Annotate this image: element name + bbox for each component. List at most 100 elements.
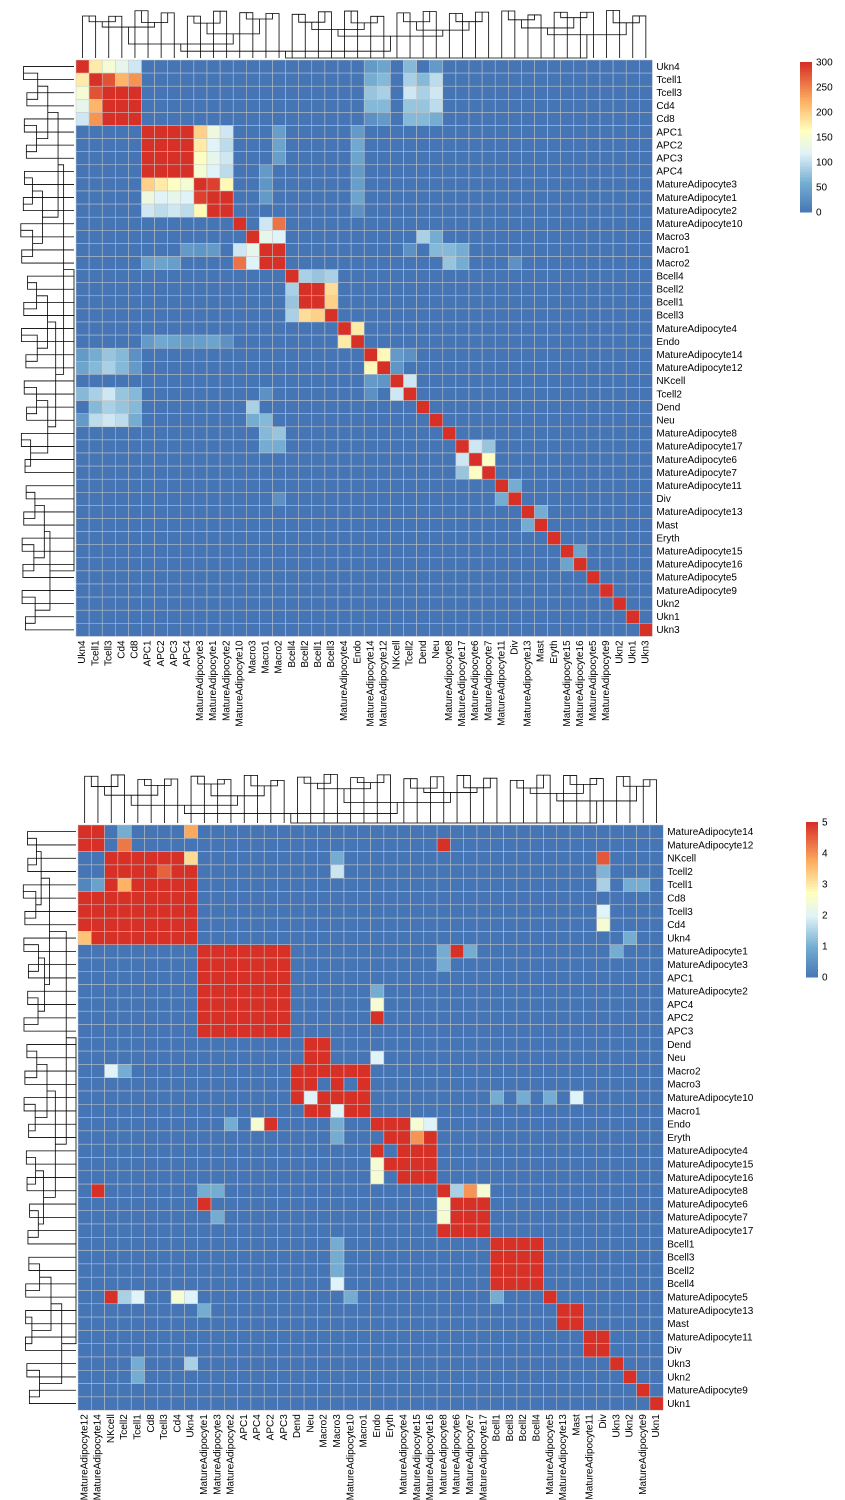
dendrogram-branch xyxy=(337,29,444,37)
row-dendrogram xyxy=(20,66,75,631)
heatmap-cell xyxy=(250,1183,265,1198)
heatmap-cell xyxy=(569,1077,584,1092)
heatmap-cell xyxy=(324,138,339,152)
heatmap-cell xyxy=(237,824,252,839)
heatmap-cell xyxy=(75,230,90,244)
heatmap-cell xyxy=(130,1143,145,1158)
heatmap-cell xyxy=(560,59,575,74)
heatmap-cell xyxy=(144,824,159,839)
heatmap-cell xyxy=(547,413,561,428)
heatmap-cell xyxy=(285,361,299,375)
heatmap-cell xyxy=(75,374,90,388)
heatmap-cell xyxy=(573,478,588,493)
heatmap-cell xyxy=(636,1237,651,1251)
heatmap-cell xyxy=(184,1343,198,1358)
heatmap-cell xyxy=(154,138,168,152)
dendrogram-branch xyxy=(26,1363,76,1378)
heatmap-cell xyxy=(476,1010,491,1025)
heatmap-cell xyxy=(104,931,119,945)
heatmap-cell xyxy=(197,1024,212,1039)
heatmap-cell xyxy=(144,931,159,945)
heatmap-cell xyxy=(396,851,411,866)
heatmap-cell xyxy=(88,164,103,179)
heatmap-cell xyxy=(494,216,509,231)
heatmap-cell xyxy=(529,1250,544,1265)
heatmap-cell xyxy=(88,452,103,467)
heatmap-cell xyxy=(184,824,198,839)
dendrogram-branch xyxy=(130,795,238,806)
heatmap-cell xyxy=(350,177,365,192)
heatmap-cell xyxy=(330,1303,345,1318)
heatmap-cell xyxy=(383,1263,398,1278)
column-label: MatureAdipocyte17 xyxy=(478,1414,489,1500)
heatmap-cell xyxy=(450,1024,464,1039)
heatmap-cell xyxy=(75,112,90,126)
heatmap-cell xyxy=(455,190,470,205)
heatmap-cell xyxy=(423,904,438,919)
heatmap-cell xyxy=(547,544,561,559)
heatmap-cell xyxy=(104,984,119,999)
heatmap-cell xyxy=(403,190,417,205)
heatmap-cell xyxy=(416,492,430,506)
heatmap-cell xyxy=(237,904,252,919)
heatmap-cell xyxy=(197,1303,212,1318)
heatmap-cell xyxy=(115,269,129,283)
heatmap-cell xyxy=(468,295,483,310)
row-label: APC4 xyxy=(656,167,683,178)
heatmap-cell xyxy=(423,877,438,892)
heatmap-cell xyxy=(455,334,470,349)
heatmap-cell xyxy=(573,282,588,297)
heatmap-cell xyxy=(612,243,627,257)
heatmap-cell xyxy=(583,957,597,972)
heatmap-cell xyxy=(363,400,378,414)
heatmap-cell xyxy=(529,931,544,945)
dendrogram-branch xyxy=(20,432,74,447)
row-label: Bcell1 xyxy=(667,1239,695,1250)
heatmap-cell xyxy=(259,99,273,113)
heatmap-cell xyxy=(534,505,548,519)
heatmap-cell xyxy=(573,151,588,166)
heatmap-cell xyxy=(104,1316,119,1331)
heatmap-cell xyxy=(101,151,116,166)
heatmap-cell xyxy=(290,997,305,1012)
heatmap-cell xyxy=(290,1276,305,1291)
heatmap-cell xyxy=(609,971,624,985)
heatmap-cell xyxy=(560,269,575,283)
heatmap-cell xyxy=(410,1104,425,1118)
heatmap-cell xyxy=(636,838,651,852)
heatmap-cell xyxy=(246,295,260,310)
heatmap-cell xyxy=(494,583,509,598)
heatmap-cell xyxy=(543,1237,558,1251)
heatmap-cell xyxy=(285,243,299,257)
heatmap-cell xyxy=(476,1343,491,1358)
heatmap-cell xyxy=(357,1170,371,1185)
heatmap-cell xyxy=(104,957,119,972)
heatmap-cell xyxy=(104,1157,119,1172)
heatmap-cell xyxy=(180,151,195,166)
heatmap-cell xyxy=(569,1130,584,1145)
heatmap-cell xyxy=(206,544,221,559)
heatmap-cell xyxy=(154,518,168,532)
heatmap-cell xyxy=(117,864,132,879)
heatmap-cell xyxy=(463,1356,478,1371)
heatmap-cell xyxy=(494,361,509,375)
heatmap-cell xyxy=(330,1383,345,1398)
heatmap-cell xyxy=(390,465,404,480)
heatmap-cell xyxy=(586,177,601,192)
heatmap-cell xyxy=(232,256,247,270)
heatmap-cell xyxy=(317,1276,331,1291)
heatmap-cell xyxy=(370,1050,385,1065)
heatmap-cell xyxy=(396,1383,411,1398)
heatmap-cell xyxy=(272,125,286,139)
heatmap-cell xyxy=(363,492,378,506)
heatmap-cell xyxy=(193,387,208,401)
heatmap-cell xyxy=(534,518,548,532)
heatmap-cell xyxy=(350,400,365,414)
heatmap-cell xyxy=(586,85,601,100)
heatmap-cell xyxy=(377,478,391,493)
heatmap-cell xyxy=(117,957,132,972)
heatmap-cell xyxy=(224,997,238,1012)
heatmap-cell xyxy=(481,387,496,401)
heatmap-cell xyxy=(442,347,457,362)
heatmap-cell xyxy=(423,1077,438,1092)
